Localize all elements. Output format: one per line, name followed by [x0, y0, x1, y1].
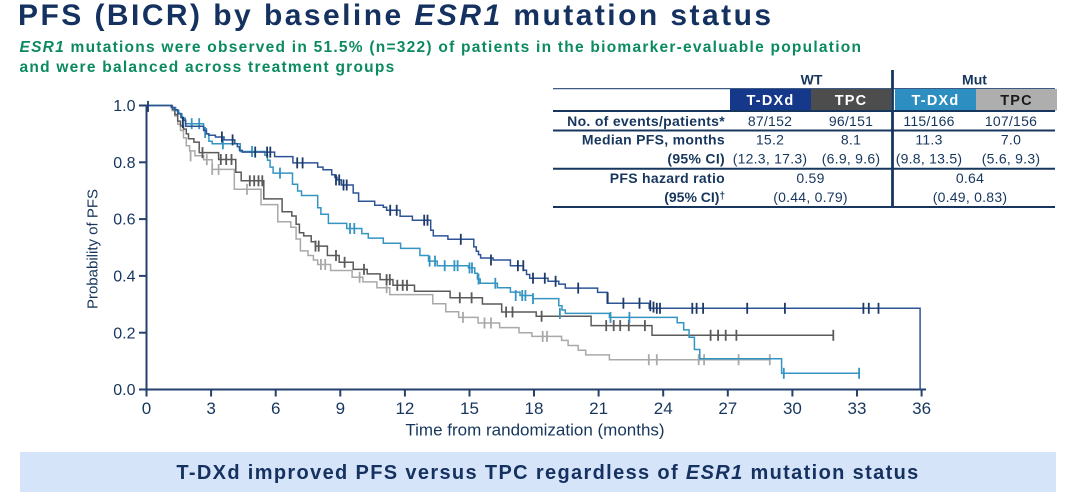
- svg-text:(12.3, 17.3): (12.3, 17.3): [733, 151, 808, 167]
- svg-text:WT: WT: [801, 72, 823, 88]
- svg-text:PFS hazard ratio: PFS hazard ratio: [610, 170, 725, 186]
- svg-text:107/156: 107/156: [985, 113, 1037, 129]
- svg-text:8.1: 8.1: [841, 132, 861, 148]
- svg-text:T-DXd: T-DXd: [747, 93, 795, 109]
- svg-text:Probability of PFS: Probability of PFS: [85, 189, 102, 309]
- svg-text:(95% CI): (95% CI): [667, 151, 725, 167]
- svg-text:9: 9: [336, 399, 345, 418]
- svg-text:3: 3: [206, 399, 215, 418]
- svg-text:0.64: 0.64: [956, 170, 984, 186]
- svg-text:0.2: 0.2: [113, 325, 135, 342]
- svg-text:T-DXd: T-DXd: [912, 93, 960, 109]
- svg-text:Mut: Mut: [962, 72, 987, 88]
- svg-text:115/166: 115/166: [903, 113, 954, 129]
- svg-text:(6.9, 9.6): (6.9, 9.6): [822, 151, 881, 167]
- svg-text:36: 36: [912, 399, 931, 418]
- svg-text:(95% CI)†: (95% CI)†: [664, 189, 725, 205]
- svg-text:33: 33: [848, 399, 867, 418]
- svg-text:TPC: TPC: [1000, 93, 1033, 109]
- svg-text:87/152: 87/152: [748, 113, 792, 129]
- svg-text:1.0: 1.0: [113, 98, 135, 115]
- svg-text:6: 6: [271, 399, 280, 418]
- svg-text:(0.49, 0.83): (0.49, 0.83): [933, 189, 1008, 205]
- svg-text:12: 12: [395, 399, 414, 418]
- svg-text:(9.8, 13.5): (9.8, 13.5): [896, 151, 963, 167]
- svg-text:0: 0: [142, 399, 151, 418]
- svg-text:30: 30: [783, 399, 802, 418]
- svg-text:21: 21: [589, 399, 608, 418]
- svg-text:0.8: 0.8: [113, 155, 135, 172]
- svg-text:No. of events/patients*: No. of events/patients*: [567, 113, 725, 129]
- svg-text:27: 27: [718, 399, 737, 418]
- svg-text:TPC: TPC: [835, 93, 868, 109]
- svg-text:(0.44, 0.79): (0.44, 0.79): [773, 189, 848, 205]
- svg-text:15.2: 15.2: [756, 132, 784, 148]
- svg-text:0.6: 0.6: [113, 212, 135, 229]
- svg-text:Time from randomization (month: Time from randomization (months): [405, 421, 664, 440]
- svg-text:18: 18: [525, 399, 544, 418]
- svg-text:15: 15: [460, 399, 479, 418]
- svg-text:0.0: 0.0: [113, 382, 135, 399]
- svg-text:(5.6, 9.3): (5.6, 9.3): [982, 151, 1041, 167]
- svg-text:96/151: 96/151: [829, 113, 873, 129]
- svg-text:7.0: 7.0: [1001, 132, 1021, 148]
- svg-text:Median PFS, months: Median PFS, months: [582, 132, 725, 148]
- svg-text:0.4: 0.4: [113, 269, 135, 286]
- svg-text:11.3: 11.3: [915, 132, 942, 148]
- svg-text:24: 24: [654, 399, 673, 418]
- svg-text:0.59: 0.59: [796, 170, 824, 186]
